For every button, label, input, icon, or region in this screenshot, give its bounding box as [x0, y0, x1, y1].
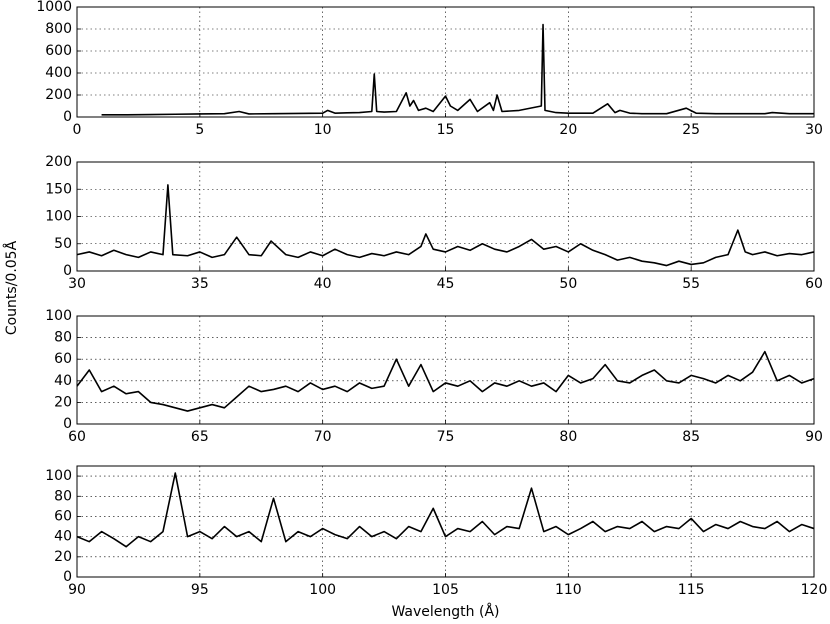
x-tick-label: 75	[437, 429, 455, 445]
y-tick-label: 800	[45, 21, 72, 37]
x-tick-label: 65	[191, 429, 209, 445]
x-tick-label: 60	[68, 429, 86, 445]
y-tick-label: 0	[63, 416, 72, 432]
x-tick-label: 85	[682, 429, 700, 445]
y-tick-label: 400	[45, 65, 72, 81]
x-tick-label: 40	[314, 276, 332, 292]
y-tick-label: 150	[45, 181, 72, 197]
x-tick-label: 15	[437, 122, 455, 138]
y-tick-label: 0	[63, 109, 72, 125]
y-tick-label: 0	[63, 569, 72, 585]
x-tick-label: 105	[432, 582, 459, 598]
plot-frame	[76, 465, 815, 578]
plot-frame	[76, 315, 815, 425]
x-tick-label: 115	[678, 582, 705, 598]
y-tick-label: 20	[54, 394, 72, 410]
x-tick-label: 70	[314, 429, 332, 445]
plot-frame	[76, 161, 815, 272]
plot-frame	[76, 6, 815, 118]
x-tick-label: 50	[559, 276, 577, 292]
x-tick-label: 90	[805, 429, 823, 445]
x-tick-label: 90	[68, 582, 86, 598]
x-tick-label: 60	[805, 276, 823, 292]
spectrum-line	[76, 472, 815, 548]
y-tick-label: 1000	[36, 0, 72, 15]
x-tick-label: 35	[191, 276, 209, 292]
x-axis-label: Wavelength (Å)	[391, 603, 499, 620]
x-tick-label: 45	[437, 276, 455, 292]
y-tick-label: 100	[45, 468, 72, 484]
y-tick-label: 200	[45, 154, 72, 170]
x-tick-label: 20	[559, 122, 577, 138]
x-tick-label: 30	[68, 276, 86, 292]
x-tick-label: 10	[314, 122, 332, 138]
y-tick-label: 0	[63, 263, 72, 279]
y-tick-label: 100	[45, 308, 72, 324]
y-tick-label: 60	[54, 351, 72, 367]
x-tick-label: 100	[309, 582, 336, 598]
spectrum-line	[76, 350, 815, 412]
x-tick-label: 0	[73, 122, 82, 138]
x-tick-label: 25	[682, 122, 700, 138]
y-tick-label: 40	[54, 529, 72, 545]
spectrum-line	[101, 23, 814, 116]
x-tick-label: 120	[801, 582, 828, 598]
y-tick-label: 40	[54, 373, 72, 389]
y-tick-label: 60	[54, 508, 72, 524]
y-tick-label: 80	[54, 330, 72, 346]
x-tick-label: 80	[559, 429, 577, 445]
y-tick-label: 50	[54, 236, 72, 252]
x-tick-label: 5	[195, 122, 204, 138]
y-tick-label: 100	[45, 209, 72, 225]
y-tick-label: 80	[54, 488, 72, 504]
y-tick-label: 200	[45, 87, 72, 103]
x-tick-label: 110	[555, 582, 582, 598]
x-tick-label: 55	[682, 276, 700, 292]
y-tick-label: 600	[45, 43, 72, 59]
spectrum-line	[76, 184, 815, 267]
x-tick-label: 30	[805, 122, 823, 138]
y-tick-label: 20	[54, 549, 72, 565]
y-axis-label: Counts/0.05Å	[3, 240, 20, 335]
x-tick-label: 95	[191, 582, 209, 598]
